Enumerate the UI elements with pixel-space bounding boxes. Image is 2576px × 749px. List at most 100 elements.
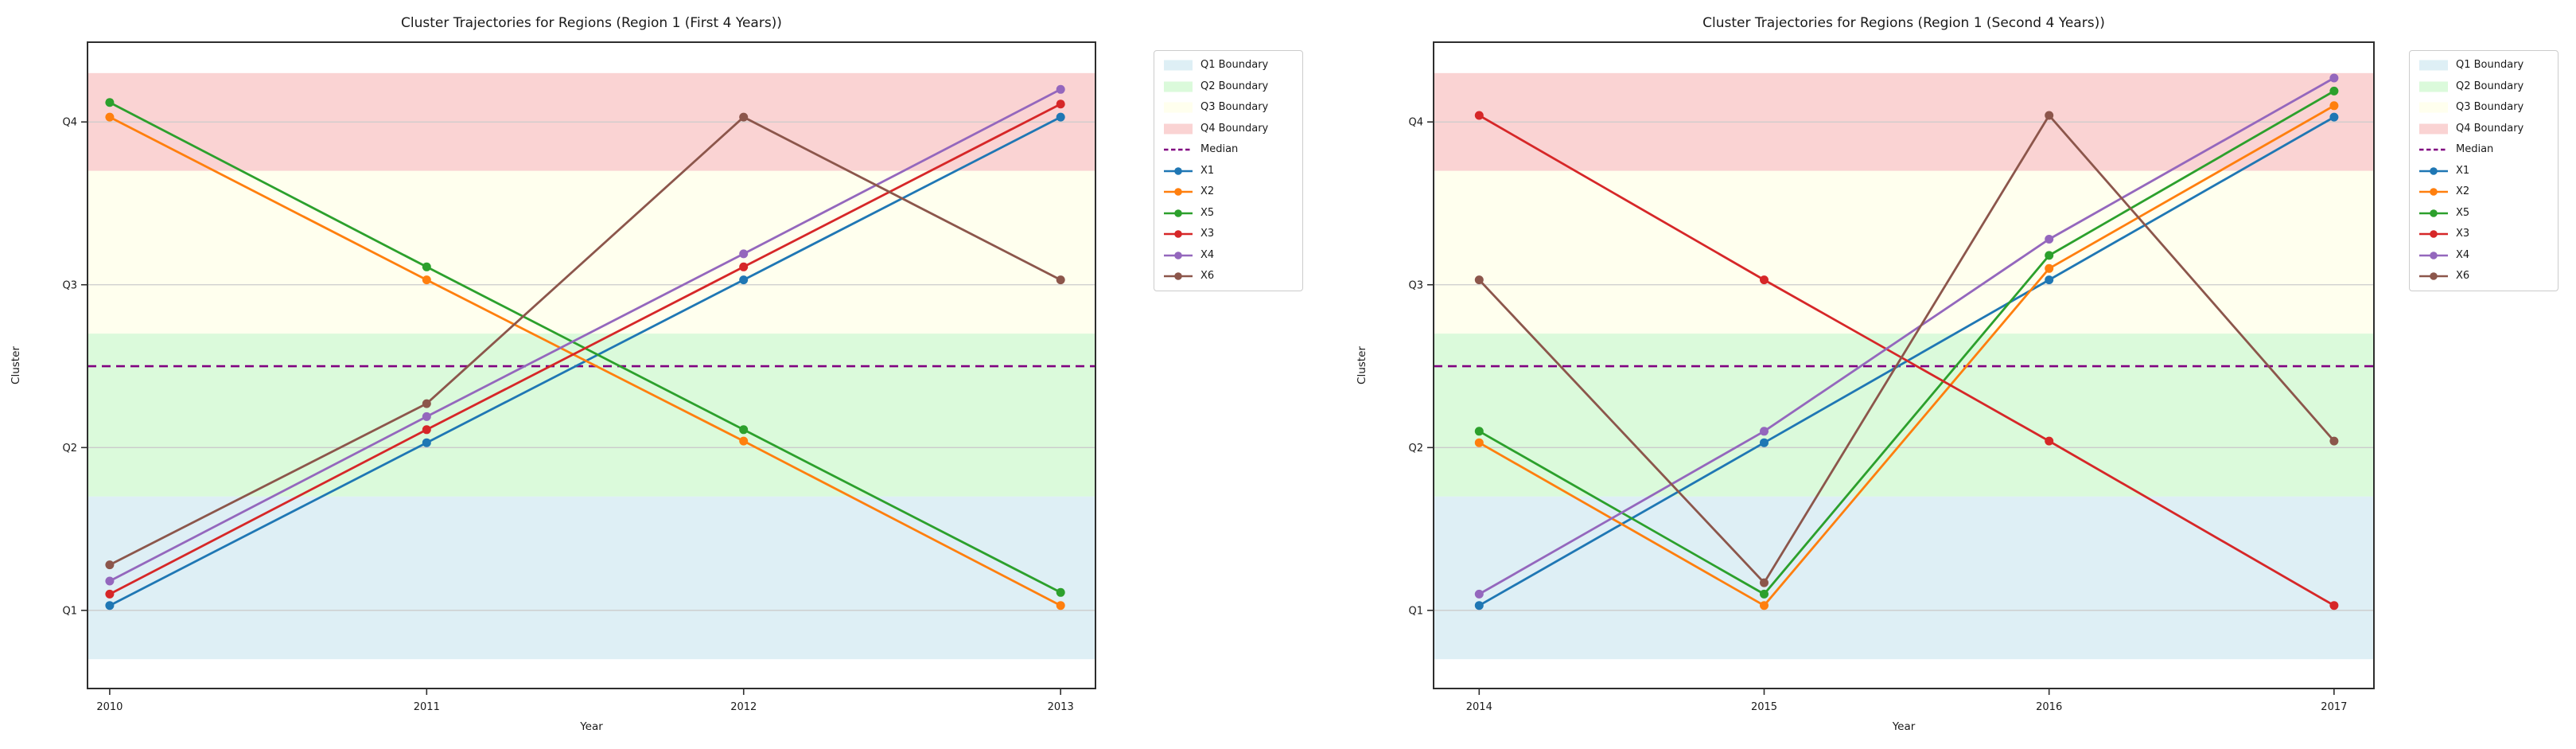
band-q3-boundary — [88, 170, 1095, 334]
series-marker-x4-2010 — [105, 576, 115, 586]
series-marker-x6-2017 — [2329, 436, 2339, 446]
legend-label: X6 — [1200, 270, 1215, 282]
x-tick-label-2015: 2015 — [1751, 701, 1777, 713]
series-marker-x1-2013 — [1056, 112, 1065, 122]
series-marker-x3-2011 — [422, 425, 431, 435]
series-marker-x5-2012 — [739, 425, 749, 435]
band-q2-boundary — [88, 334, 1095, 497]
legend-patch-swatch-q3-boundary — [1164, 102, 1193, 113]
legend-patch-swatch-q1-boundary — [1164, 60, 1193, 71]
series-marker-x3-2017 — [2329, 601, 2339, 611]
legend-item-q3-boundary: Q3 Boundary — [1164, 101, 1293, 114]
legend-line-marker-swatch-x5 — [1164, 209, 1193, 217]
y-tick-label-q4: Q4 — [1408, 117, 1423, 129]
legend-item-x6: X6 — [1164, 270, 1293, 283]
series-marker-x1-2010 — [105, 601, 115, 611]
y-axis-label: Cluster — [10, 346, 22, 384]
band-q4-boundary — [88, 72, 1095, 171]
series-line-x5 — [1477, 90, 2336, 596]
legend-line-marker-swatch-x3 — [2419, 230, 2448, 238]
legend-line-marker-swatch-x3 — [1164, 230, 1193, 238]
chart-title: Cluster Trajectories for Regions (Region… — [1702, 15, 2105, 31]
y-tick-label-q1: Q1 — [1408, 605, 1423, 617]
legend-label: X5 — [1200, 206, 1215, 219]
legend-item-q1-boundary: Q1 Boundary — [2419, 59, 2548, 72]
series-line-x5 — [108, 101, 1062, 594]
series-marker-x3-2013 — [1056, 99, 1065, 109]
series-marker-x6-2012 — [739, 112, 749, 122]
legend-item-x4: X4 — [2419, 249, 2548, 262]
legend-label: X4 — [1200, 248, 1215, 261]
band-q1-boundary — [1434, 496, 2374, 660]
series-marker-x5-2017 — [2329, 86, 2339, 96]
legend-label: Median — [1200, 143, 1239, 155]
legend-item-median: Median — [1164, 143, 1293, 156]
legend-line-marker-swatch-x5 — [2419, 209, 2448, 217]
series-marker-x4-2012 — [739, 249, 749, 259]
series-marker-x1-2012 — [739, 275, 749, 285]
series-marker-x4-2011 — [422, 412, 431, 421]
legend-second-4-years: Q1 Boundary Q2 Boundary Q3 Boundary Q4 Boun… — [2409, 50, 2558, 291]
legend-line-marker-swatch-x6 — [1164, 272, 1193, 280]
series-marker-x3-2012 — [739, 262, 749, 271]
band-q4-boundary — [1434, 72, 2374, 171]
legend-item-x3: X3 — [1164, 228, 1293, 240]
band-q2-boundary — [1434, 334, 2374, 497]
series-marker-x3-2014 — [1474, 111, 1484, 120]
legend-label: X3 — [2456, 228, 2470, 240]
series-marker-x2-2010 — [105, 112, 115, 122]
legend-item-q1-boundary: Q1 Boundary — [1164, 59, 1293, 72]
series-marker-x6-2016 — [2045, 111, 2054, 120]
legend-line-marker-swatch-x2 — [1164, 188, 1193, 196]
legend-label: Q3 Boundary — [1200, 101, 1269, 113]
legend-line-marker-swatch-x1 — [2419, 166, 2448, 175]
axes-spines — [87, 41, 1096, 689]
series-marker-x5-2011 — [422, 262, 431, 271]
legend-item-x2: X2 — [2419, 185, 2548, 198]
series-line-x3 — [1477, 114, 2336, 607]
series-marker-x5-2016 — [2045, 251, 2054, 260]
series-line-x1 — [108, 115, 1062, 607]
legend-label: Q3 Boundary — [2456, 101, 2524, 113]
x-tick-label-2012: 2012 — [730, 701, 757, 713]
series-marker-x2-2014 — [1474, 438, 1484, 447]
legend-label: Q1 Boundary — [1200, 59, 1269, 71]
series-marker-x3-2015 — [1760, 275, 1769, 285]
series-marker-x1-2017 — [2329, 112, 2339, 122]
legend-patch-swatch-q3-boundary — [2419, 102, 2448, 113]
series-line-x3 — [108, 103, 1062, 595]
series-marker-x2-2015 — [1760, 601, 1769, 611]
legend-label: X6 — [2456, 270, 2470, 282]
series-marker-x6-2014 — [1474, 275, 1484, 285]
legend-label: X2 — [2456, 185, 2470, 197]
legend-label: X5 — [2456, 206, 2470, 219]
series-marker-x3-2010 — [105, 589, 115, 599]
legend-label: X3 — [1200, 228, 1215, 240]
series-line-x6 — [108, 115, 1062, 566]
legend-line-marker-swatch-x1 — [1164, 166, 1193, 175]
axes-spines — [1433, 41, 2375, 689]
legend-label: Q4 Boundary — [2456, 122, 2524, 135]
legend-item-x5: X5 — [2419, 207, 2548, 220]
legend-line-marker-swatch-x2 — [2419, 188, 2448, 196]
series-marker-x1-2014 — [1474, 601, 1484, 611]
legend-label: Q4 Boundary — [1200, 122, 1269, 135]
series-line-x4 — [108, 88, 1062, 583]
series-marker-x6-2013 — [1056, 275, 1065, 285]
legend-item-median: Median — [2419, 143, 2548, 156]
legend-label: X2 — [1200, 185, 1215, 197]
legend-line-marker-swatch-x4 — [2419, 251, 2448, 259]
series-marker-x2-2013 — [1056, 601, 1065, 611]
series-marker-x4-2016 — [2045, 235, 2054, 244]
x-tick-label-2016: 2016 — [2036, 701, 2062, 713]
legend-label: Q1 Boundary — [2456, 59, 2524, 71]
legend-item-q4-boundary: Q4 Boundary — [1164, 123, 1293, 135]
legend-line-marker-swatch-x4 — [1164, 251, 1193, 259]
legend-label: X4 — [2456, 248, 2470, 261]
legend-dashed-line-swatch-median — [1164, 148, 1193, 151]
legend-item-x6: X6 — [2419, 270, 2548, 283]
series-line-x1 — [1477, 115, 2336, 607]
legend-label: Median — [2456, 143, 2494, 155]
legend-item-q2-boundary: Q2 Boundary — [1164, 80, 1293, 93]
